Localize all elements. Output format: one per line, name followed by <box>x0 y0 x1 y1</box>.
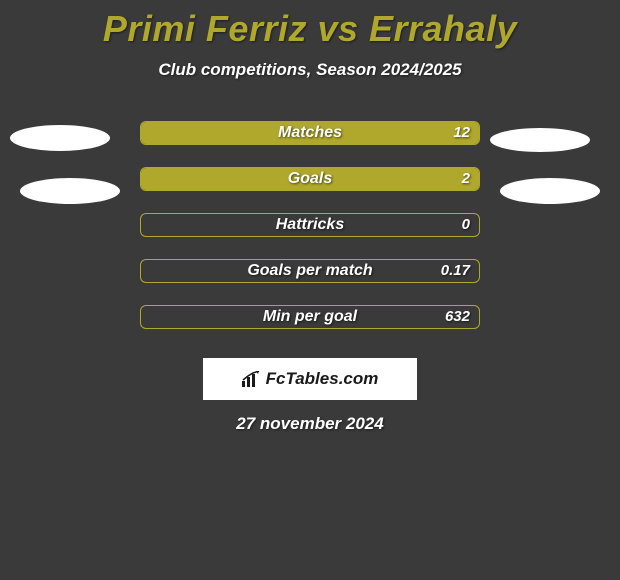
stat-label: Goals <box>140 156 480 202</box>
stat-value: 2 <box>462 156 470 202</box>
subtitle: Club competitions, Season 2024/2025 <box>0 60 620 80</box>
placeholder-ellipse <box>500 178 600 204</box>
stat-label: Hattricks <box>140 202 480 248</box>
page-title: Primi Ferriz vs Errahaly <box>0 0 620 50</box>
logo-text: FcTables.com <box>266 369 379 389</box>
stat-label: Matches <box>140 110 480 156</box>
logo-box: FcTables.com <box>203 358 417 400</box>
stat-value: 0 <box>462 202 470 248</box>
placeholder-ellipse <box>10 125 110 151</box>
stat-value: 12 <box>453 110 470 156</box>
stat-value: 0.17 <box>441 248 470 294</box>
stat-row: Goals per match0.17 <box>0 248 620 294</box>
stat-label: Min per goal <box>140 294 480 340</box>
stat-label: Goals per match <box>140 248 480 294</box>
stat-value: 632 <box>445 294 470 340</box>
date-text: 27 november 2024 <box>0 414 620 434</box>
stat-row: Min per goal632 <box>0 294 620 340</box>
placeholder-ellipse <box>20 178 120 204</box>
placeholder-ellipse <box>490 128 590 152</box>
chart-icon <box>242 371 262 387</box>
stat-row: Hattricks0 <box>0 202 620 248</box>
fctables-logo: FcTables.com <box>242 369 379 389</box>
